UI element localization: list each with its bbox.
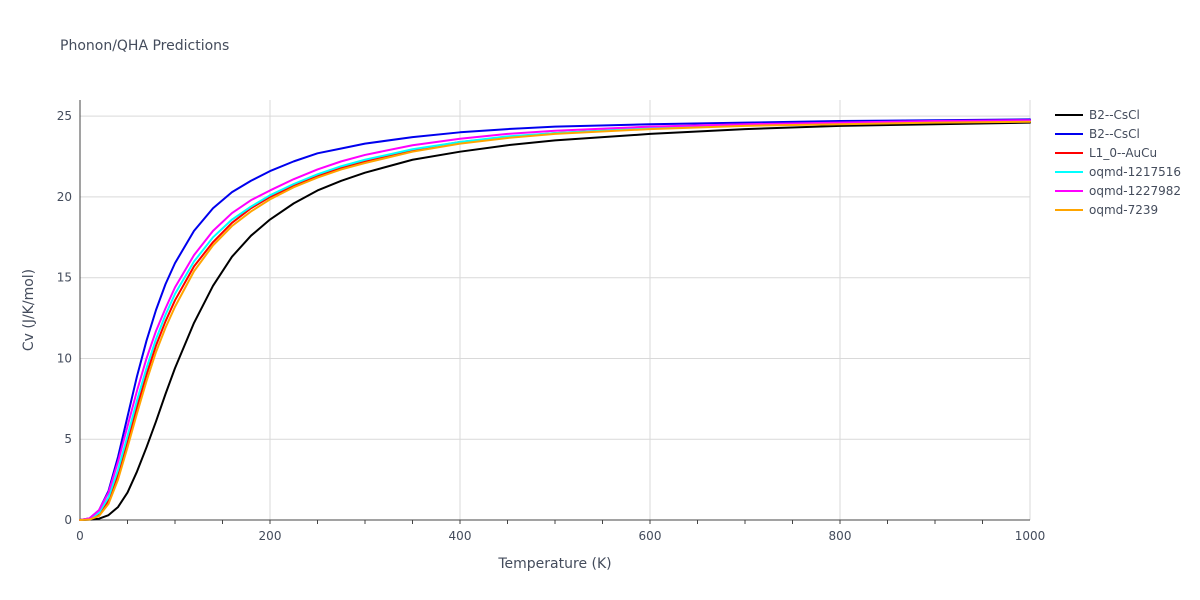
- legend[interactable]: B2--CsCl B2--CsCl L1_0--AuCu oqmd-1217516 oq…: [1055, 108, 1181, 217]
- series-line-2: [79, 118, 1031, 521]
- y-tick-label: 25: [57, 109, 72, 123]
- legend-label: oqmd-1217516: [1089, 165, 1181, 179]
- legend-label: L1_0--AuCu: [1089, 146, 1157, 160]
- legend-item[interactable]: B2--CsCl: [1055, 108, 1140, 122]
- x-tick-label: 0: [76, 529, 84, 543]
- x-tick-label: 200: [259, 529, 282, 543]
- y-tick-label: 5: [64, 432, 72, 446]
- x-tick-label: 600: [639, 529, 662, 543]
- series-line-3: [79, 120, 1031, 521]
- legend-label: oqmd-1227982: [1089, 184, 1181, 198]
- x-tick-label: 1000: [1015, 529, 1046, 543]
- y-axis-title: Cv (J/K/mol): [21, 269, 37, 351]
- chart-title: Phonon/QHA Predictions: [60, 38, 229, 54]
- legend-item[interactable]: B2--CsCl: [1055, 127, 1140, 141]
- legend-item[interactable]: L1_0--AuCu: [1055, 146, 1157, 160]
- y-tick-label: 0: [64, 513, 72, 527]
- legend-label: oqmd-7239: [1089, 203, 1158, 217]
- legend-label: B2--CsCl: [1089, 108, 1140, 122]
- legend-item[interactable]: oqmd-7239: [1055, 203, 1158, 217]
- x-tick-label: 800: [829, 529, 852, 543]
- series-group: [79, 118, 1031, 521]
- grid: [80, 100, 1031, 520]
- legend-item[interactable]: oqmd-1217516: [1055, 165, 1181, 179]
- series-line-1: [79, 121, 1031, 521]
- y-tick-label: 20: [57, 190, 72, 204]
- y-tick-label: 15: [57, 271, 72, 285]
- legend-label: B2--CsCl: [1089, 127, 1140, 141]
- series-line-4: [79, 120, 1031, 521]
- x-tick-label: 400: [449, 529, 472, 543]
- series-line-5: [79, 119, 1031, 521]
- y-tick-label: 10: [57, 351, 72, 365]
- series-line-6: [79, 120, 1031, 521]
- x-axis-title: Temperature (K): [497, 556, 611, 572]
- axes: 0 200 400 600 800 1000 0 5 10 15 20 25: [57, 100, 1046, 543]
- legend-item[interactable]: oqmd-1227982: [1055, 184, 1181, 198]
